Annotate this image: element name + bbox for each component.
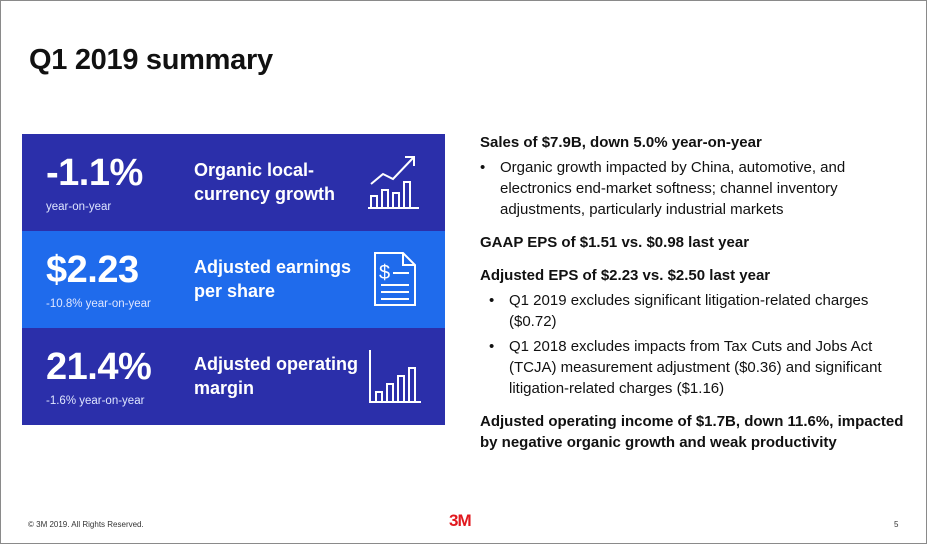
svg-text:$: $	[379, 262, 390, 284]
kpi-value: -1.1%	[46, 152, 143, 194]
list-item: Q1 2018 excludes impacts from Tax Cuts a…	[489, 336, 905, 399]
gaap-eps-heading: GAAP EPS of $1.51 vs. $0.98 last year	[480, 234, 750, 251]
kpi-subtext: -10.8% year-on-year	[46, 298, 151, 310]
kpi-adjusted-eps: $2.23 -10.8% year-on-year Adjusted earni…	[22, 231, 445, 328]
kpi-value: $2.23	[46, 249, 139, 291]
page-number: 5	[894, 520, 899, 529]
bar-chart-icon	[369, 350, 421, 403]
adjusted-eps-heading: Adjusted EPS of $2.23 vs. $2.50 last yea…	[480, 267, 771, 284]
kpi-label: Adjusted operating margin	[194, 354, 359, 398]
kpi-organic-growth: -1.1% year-on-year Organic local-currenc…	[22, 134, 445, 231]
list-item: Organic growth impacted by China, automo…	[480, 157, 905, 220]
kpi-panel: -1.1% year-on-year Organic local-currenc…	[22, 134, 445, 425]
kpi-subtext: -1.6% year-on-year	[46, 395, 145, 407]
copyright: © 3M 2019. All Rights Reserved.	[28, 520, 144, 529]
page-title: Q1 2019 summary	[29, 44, 273, 76]
kpi-value: 21.4%	[46, 346, 152, 388]
operating-income-heading: Adjusted operating income of $1.7B, down…	[480, 413, 904, 451]
kpi-label: Organic local-currency growth	[194, 160, 336, 204]
dollar-document-icon: $	[374, 252, 416, 306]
kpi-subtext: year-on-year	[46, 201, 112, 213]
kpi-label: Adjusted earnings per share	[194, 257, 352, 301]
sales-heading: Sales of $7.9B, down 5.0% year-on-year	[480, 134, 762, 151]
kpi-operating-margin: 21.4% -1.6% year-on-year Adjusted operat…	[22, 328, 445, 425]
summary-text: Sales of $7.9B, down 5.0% year-on-year O…	[480, 132, 905, 453]
list-item: Q1 2019 excludes significant litigation-…	[489, 290, 905, 332]
growth-chart-icon	[368, 156, 419, 209]
3m-logo: 3M	[449, 511, 472, 530]
